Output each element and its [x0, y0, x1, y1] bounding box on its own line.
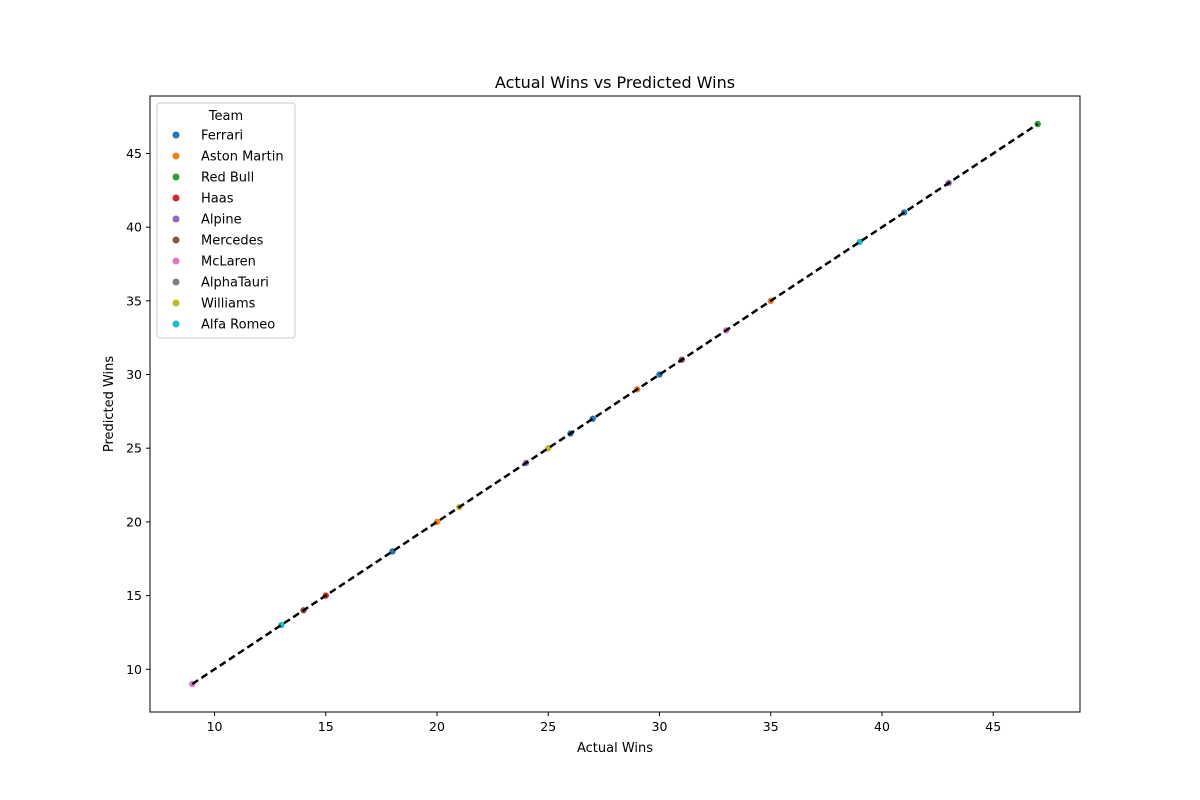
legend-label: Mercedes — [201, 234, 264, 249]
legend-label: Ferrari — [201, 129, 243, 144]
y-tick-label: 10 — [126, 662, 142, 677]
legend-label: AlphaTauri — [201, 276, 269, 291]
legend: Team Ferrari Aston Martin Red Bull Haas Alpi… — [156, 102, 296, 339]
legend-marker — [172, 173, 180, 181]
x-tick-label: 25 — [540, 719, 556, 734]
legend-label: Alpine — [201, 213, 242, 228]
plot-area: 10 15 20 25 30 35 40 45 10 15 20 25 30 35 40 45 — [126, 95, 1081, 734]
reference-line-group — [191, 122, 1039, 686]
y-tick-label: 15 — [126, 588, 142, 603]
y-axis-label: Predicted Wins — [102, 356, 117, 453]
legend-label: Alfa Romeo — [201, 318, 275, 333]
legend-items: Ferrari Aston Martin Red Bull Haas Alpine Mer… — [172, 129, 284, 333]
plot-frame — [149, 95, 1081, 713]
legend-marker — [172, 236, 180, 244]
legend-marker — [172, 320, 180, 328]
y-tick-label: 30 — [126, 367, 142, 382]
legend-label: Williams — [201, 297, 256, 312]
x-axis-label: Actual Wins — [577, 741, 653, 756]
legend-label: Red Bull — [201, 171, 254, 186]
legend-marker — [172, 299, 180, 307]
legend-title: Team — [208, 109, 243, 124]
legend-marker — [172, 278, 180, 286]
y-tick-label: 25 — [126, 441, 142, 456]
x-tick-label: 10 — [207, 719, 223, 734]
legend-marker — [172, 152, 180, 160]
legend-marker — [172, 257, 180, 265]
legend-label: Haas — [201, 192, 234, 207]
x-tick-label: 45 — [985, 719, 1001, 734]
reference-line — [191, 122, 1039, 686]
y-axis-ticks: 10 15 20 25 30 35 40 45 — [126, 146, 150, 677]
x-tick-label: 35 — [763, 719, 779, 734]
y-tick-label: 20 — [126, 514, 142, 529]
legend-label: McLaren — [201, 255, 256, 270]
y-tick-label: 45 — [126, 146, 142, 161]
x-axis-ticks: 10 15 20 25 30 35 40 45 — [207, 712, 1001, 734]
x-tick-label: 20 — [429, 719, 445, 734]
x-tick-label: 40 — [874, 719, 890, 734]
x-tick-label: 15 — [318, 719, 334, 734]
y-tick-label: 40 — [126, 220, 142, 235]
x-tick-label: 30 — [652, 719, 668, 734]
legend-frame — [156, 102, 296, 339]
y-tick-label: 35 — [126, 293, 142, 308]
legend-label: Aston Martin — [201, 150, 284, 165]
legend-marker — [172, 194, 180, 202]
chart-title: Actual Wins vs Predicted Wins — [495, 73, 735, 92]
legend-marker — [172, 131, 180, 139]
legend-marker — [172, 215, 180, 223]
